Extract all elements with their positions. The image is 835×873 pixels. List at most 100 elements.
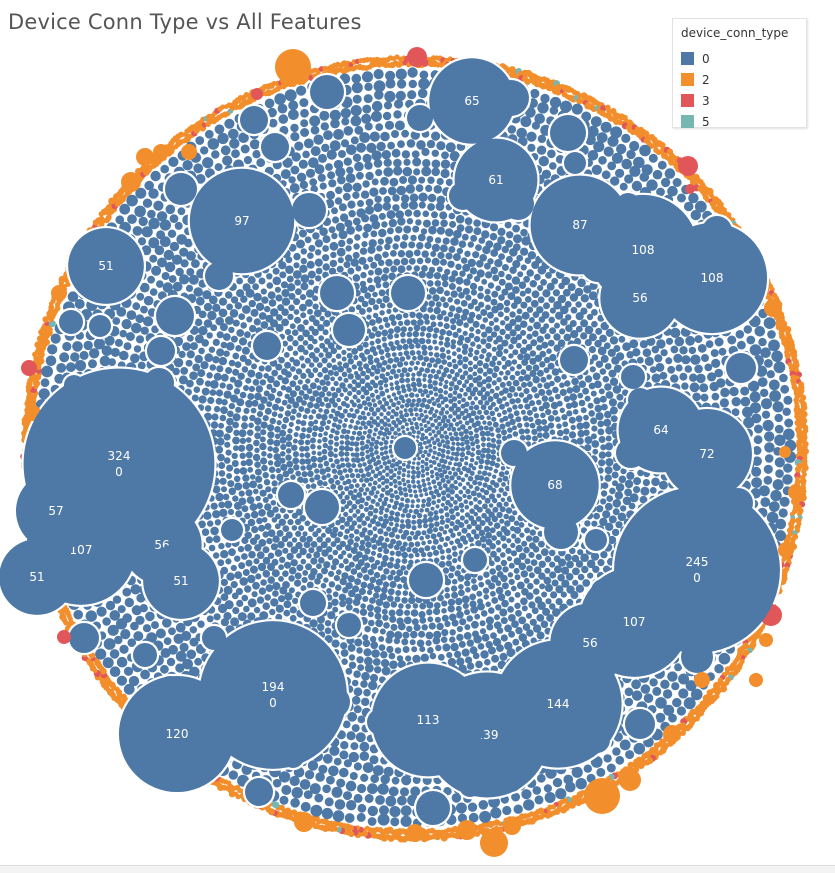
bubble[interactable]	[504, 401, 510, 407]
bubble[interactable]	[385, 258, 393, 267]
bubble[interactable]	[225, 425, 233, 434]
bubble[interactable]	[433, 327, 440, 334]
bubble[interactable]	[431, 401, 437, 407]
bubble[interactable]	[332, 416, 339, 423]
bubble[interactable]	[279, 586, 288, 595]
bubble[interactable]	[385, 371, 391, 377]
bubble[interactable]	[441, 629, 449, 637]
bubble[interactable]	[284, 393, 290, 399]
bubble[interactable]	[544, 567, 551, 574]
bubble[interactable]	[466, 273, 473, 280]
bubble[interactable]	[606, 495, 614, 502]
bubble[interactable]	[452, 551, 458, 557]
bubble[interactable]	[286, 334, 294, 342]
bubble[interactable]	[389, 580, 397, 589]
bubble[interactable]	[241, 305, 251, 314]
bubble[interactable]	[270, 473, 276, 480]
bubble[interactable]	[370, 469, 376, 474]
bubble[interactable]	[305, 368, 311, 374]
bubble[interactable]	[360, 603, 366, 609]
bubble[interactable]	[231, 460, 239, 467]
bubble[interactable]	[353, 425, 359, 431]
bubble[interactable]	[511, 276, 521, 285]
bubble[interactable]	[491, 290, 499, 298]
bubble[interactable]	[272, 590, 279, 597]
bubble[interactable]	[266, 383, 273, 390]
bubble[interactable]	[618, 475, 627, 484]
bubble[interactable]	[520, 320, 528, 328]
bubble[interactable]	[394, 333, 400, 339]
bubble[interactable]	[542, 401, 550, 410]
bubble[interactable]	[540, 548, 549, 557]
bubble[interactable]	[272, 276, 282, 286]
bubble[interactable]	[254, 432, 261, 440]
bubble[interactable]	[427, 616, 434, 623]
bubble[interactable]	[563, 395, 571, 403]
bubble[interactable]	[367, 582, 375, 591]
bubble[interactable]	[495, 586, 504, 595]
bubble[interactable]	[601, 403, 608, 411]
bubble[interactable]	[577, 392, 584, 399]
bubble[interactable]	[325, 402, 332, 409]
bubble[interactable]	[447, 374, 452, 379]
bubble[interactable]	[308, 420, 314, 427]
bubble[interactable]	[543, 302, 550, 310]
bubble[interactable]	[597, 428, 605, 436]
bubble[interactable]	[432, 294, 440, 302]
bubble[interactable]	[383, 415, 388, 420]
bubble[interactable]	[319, 468, 327, 475]
bubble[interactable]	[424, 435, 429, 440]
bubble[interactable]	[302, 570, 309, 576]
bubble[interactable]	[588, 346, 597, 354]
bubble[interactable]	[315, 413, 322, 420]
bubble[interactable]	[506, 538, 512, 544]
bubble[interactable]	[473, 396, 479, 401]
bubble[interactable]	[464, 473, 469, 478]
bubble[interactable]	[270, 308, 279, 317]
bubble[interactable]	[365, 439, 371, 444]
bubble[interactable]	[473, 511, 479, 517]
bubble[interactable]	[462, 363, 468, 370]
bubble[interactable]	[344, 451, 350, 457]
bubble[interactable]	[518, 562, 527, 571]
bubble[interactable]	[436, 415, 442, 420]
bubble[interactable]	[364, 466, 370, 472]
bubble[interactable]	[537, 383, 543, 389]
bubble[interactable]	[293, 309, 300, 315]
bubble[interactable]	[381, 336, 387, 342]
bubble[interactable]	[473, 634, 482, 644]
bubble[interactable]	[293, 374, 299, 381]
bubble[interactable]	[593, 512, 600, 520]
bubble[interactable]	[296, 553, 302, 559]
bubble[interactable]	[424, 457, 429, 462]
bubble[interactable]	[408, 553, 414, 559]
bubble[interactable]	[552, 409, 559, 416]
bubble[interactable]	[423, 449, 428, 455]
bubble[interactable]	[412, 330, 420, 338]
bubble[interactable]	[323, 408, 330, 415]
bubble[interactable]	[491, 597, 499, 604]
bubble[interactable]	[371, 550, 376, 556]
bubble[interactable]	[263, 479, 271, 486]
bubble[interactable]	[505, 370, 511, 376]
bubble[interactable]	[365, 541, 372, 548]
bubble[interactable]	[321, 549, 329, 557]
bubble[interactable]	[474, 613, 481, 620]
bubble[interactable]	[467, 475, 474, 482]
bubble[interactable]	[389, 414, 395, 420]
bubble[interactable]	[413, 249, 421, 257]
bubble[interactable]	[432, 333, 438, 339]
bubble[interactable]	[284, 410, 292, 417]
bubble[interactable]	[349, 435, 355, 441]
bubble[interactable]	[466, 494, 472, 500]
bubble[interactable]	[232, 319, 240, 327]
bubble[interactable]	[354, 638, 363, 647]
bubble[interactable]	[235, 345, 242, 352]
bubble[interactable]	[595, 327, 603, 335]
bubble[interactable]	[336, 247, 346, 257]
bubble[interactable]	[351, 413, 357, 419]
bubble[interactable]	[386, 308, 392, 314]
bubble[interactable]	[384, 400, 390, 407]
bubble[interactable]	[312, 390, 320, 397]
bubble[interactable]	[440, 502, 445, 507]
